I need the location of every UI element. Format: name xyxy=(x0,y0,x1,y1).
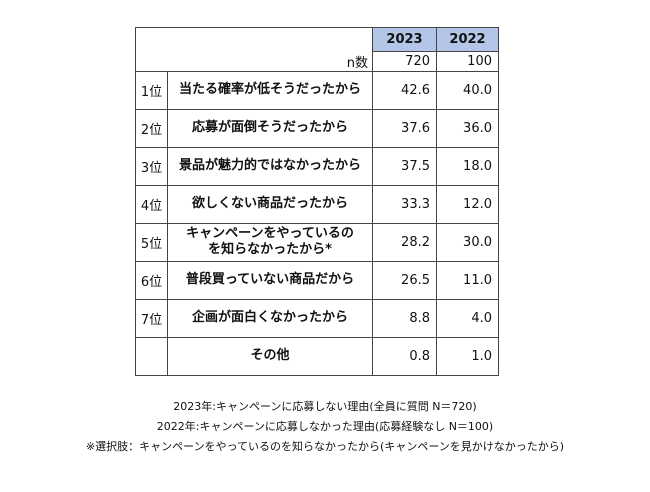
value-2022-cell: 36.0 xyxy=(436,108,499,148)
reason-cell: キャンペーンをやっているのを知らなかったから* xyxy=(167,222,373,262)
footnotes: 2023年:キャンペーンに応募しない理由(全員に質問 N＝720) 2022年:… xyxy=(0,397,650,457)
rank-cell: 4位 xyxy=(135,184,168,224)
reason-cell: その他 xyxy=(167,336,373,376)
n-row: n数 720 100 xyxy=(135,51,499,72)
reason-label: 企画が面白くなかったから xyxy=(191,310,348,325)
table-row: 6位 普段買っていない商品だから 26.5 11.0 xyxy=(135,260,499,300)
header-empty-cell xyxy=(135,27,373,52)
value-2023-cell: 33.3 xyxy=(372,184,437,224)
footnote-2023: 2023年:キャンペーンに応募しない理由(全員に質問 N＝720) xyxy=(173,400,477,413)
table-row: 3位 景品が魅力的ではなかったから 37.5 18.0 xyxy=(135,146,499,186)
rank-cell: 5位 xyxy=(135,222,168,262)
reason-cell: 企画が面白くなかったから xyxy=(167,298,373,338)
value-2022-cell: 4.0 xyxy=(436,298,499,338)
n-label: n数 xyxy=(135,51,373,72)
reason-cell: 景品が魅力的ではなかったから xyxy=(167,146,373,186)
column-header-2022: 2022 xyxy=(436,27,499,52)
reason-label: キャンペーンをやっているのを知らなかったから* xyxy=(186,226,354,257)
value-2023-cell: 8.8 xyxy=(372,298,437,338)
column-header-2023: 2023 xyxy=(372,27,437,52)
footnote-2022: 2022年:キャンペーンに応募しなかった理由(応募経験なし N＝100) xyxy=(156,420,494,433)
footnote-choice: ※選択肢：キャンペーンをやっているのを知らなかったから(キャンペーンを見かけなか… xyxy=(85,440,565,453)
table-row: その他 0.8 1.0 xyxy=(135,336,499,376)
table-row: 1位 当たる確率が低そうだったから 42.6 40.0 xyxy=(135,70,499,110)
table-row: 4位 欲しくない商品だったから 33.3 12.0 xyxy=(135,184,499,224)
value-2023-cell: 37.6 xyxy=(372,108,437,148)
value-2022-cell: 12.0 xyxy=(436,184,499,224)
n-value-2023: 720 xyxy=(372,51,437,72)
value-2022-cell: 11.0 xyxy=(436,260,499,300)
survey-table: 2023 2022 n数 720 100 1位 当たる確率が低そうだったから 42.… xyxy=(135,27,499,376)
value-2023-cell: 0.8 xyxy=(372,336,437,376)
reason-cell: 普段買っていない商品だから xyxy=(167,260,373,300)
value-2023-cell: 37.5 xyxy=(372,146,437,186)
value-2023-cell: 28.2 xyxy=(372,222,437,262)
rank-cell: 1位 xyxy=(135,70,168,110)
reason-cell: 応募が面倒そうだったから xyxy=(167,108,373,148)
reason-label: 欲しくない商品だったから xyxy=(191,196,348,211)
table-row: 7位 企画が面白くなかったから 8.8 4.0 xyxy=(135,298,499,338)
value-2022-cell: 30.0 xyxy=(436,222,499,262)
reason-label: 当たる確率が低そうだったから xyxy=(178,82,361,97)
rank-cell: 2位 xyxy=(135,108,168,148)
reason-label: その他 xyxy=(250,348,290,363)
reason-label: 普段買っていない商品だから xyxy=(185,272,355,287)
value-2022-cell: 1.0 xyxy=(436,336,499,376)
table-row: 2位 応募が面倒そうだったから 37.6 36.0 xyxy=(135,108,499,148)
reason-cell: 当たる確率が低そうだったから xyxy=(167,70,373,110)
reason-cell: 欲しくない商品だったから xyxy=(167,184,373,224)
value-2023-cell: 26.5 xyxy=(372,260,437,300)
reason-label: 応募が面倒そうだったから xyxy=(191,120,348,135)
rank-cell xyxy=(135,336,168,376)
rank-cell: 3位 xyxy=(135,146,168,186)
reason-label: 景品が魅力的ではなかったから xyxy=(178,158,361,173)
rank-cell: 6位 xyxy=(135,260,168,300)
value-2022-cell: 40.0 xyxy=(436,70,499,110)
value-2022-cell: 18.0 xyxy=(436,146,499,186)
rank-cell: 7位 xyxy=(135,298,168,338)
header-row: 2023 2022 xyxy=(135,27,499,52)
n-value-2022: 100 xyxy=(436,51,499,72)
table-row: 5位 キャンペーンをやっているのを知らなかったから* 28.2 30.0 xyxy=(135,222,499,262)
value-2023-cell: 42.6 xyxy=(372,70,437,110)
